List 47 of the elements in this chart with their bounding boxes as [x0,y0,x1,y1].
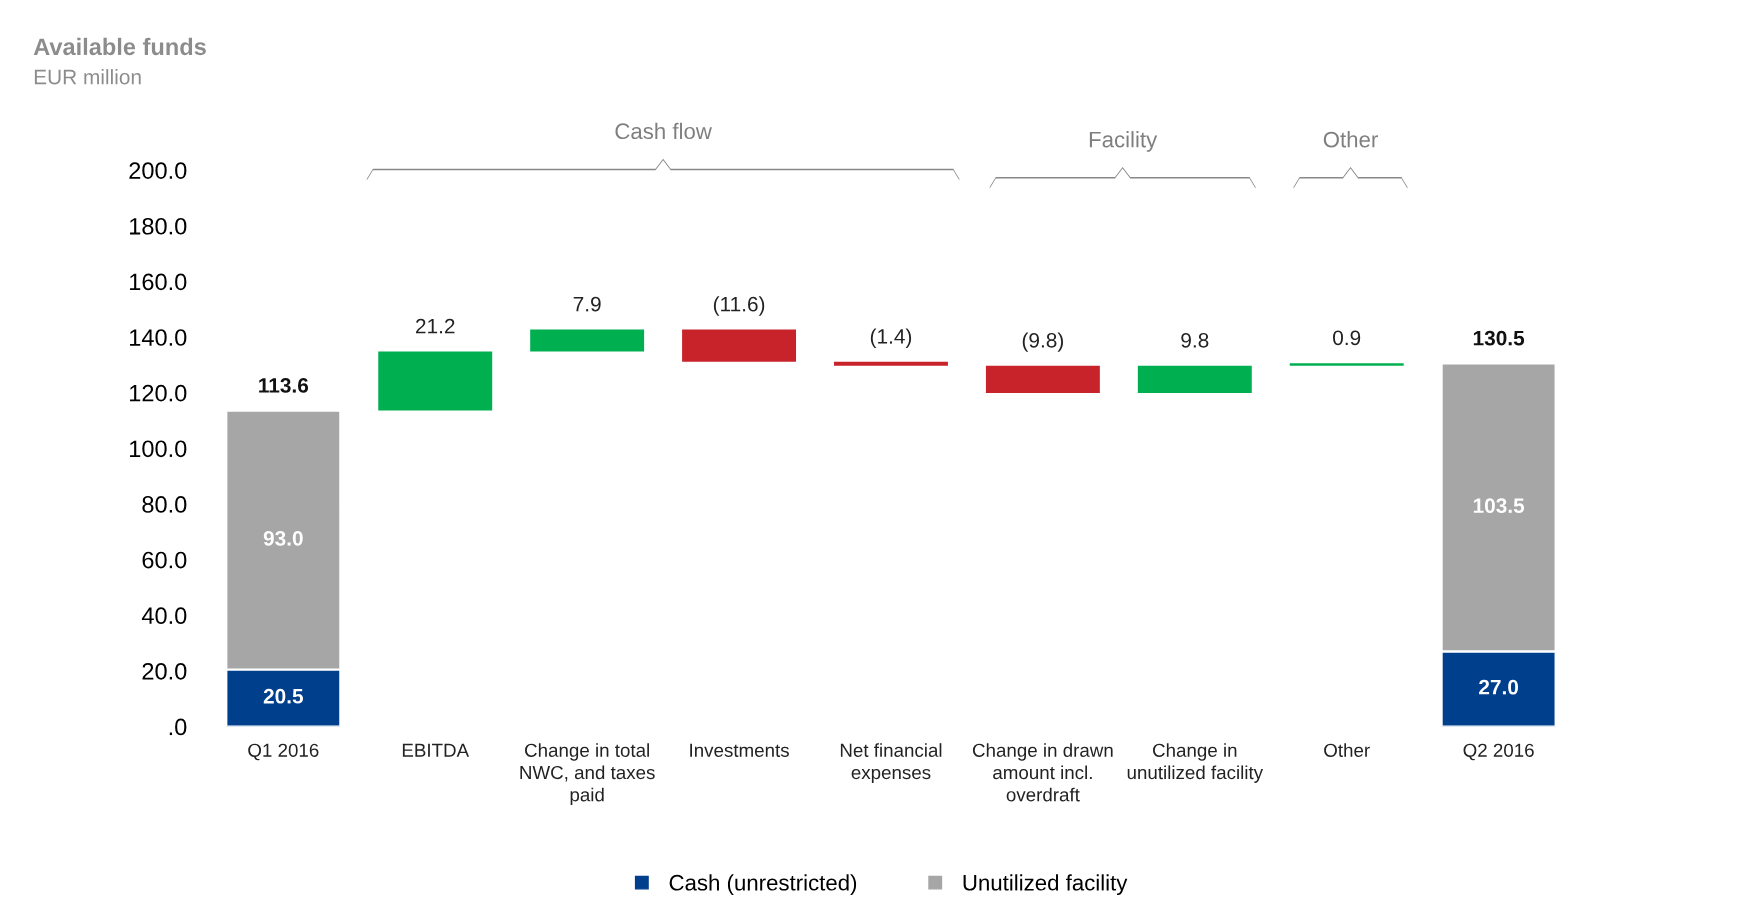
data-label: 7.9 [573,296,601,312]
data-label: 93.0 [263,530,303,546]
data-label: 9.8 [1181,332,1209,348]
data-label: (9.8) [1022,332,1064,352]
legend-label: Unutilized facility [963,874,1128,895]
x-tick-label: Q2 2016 [1463,743,1534,761]
bar [834,361,948,366]
bar [378,351,493,411]
y-tick-label: 140.0 [130,329,187,346]
x-tick-label: Change in unutilized facility [1127,743,1264,783]
total-label: 113.6 [259,378,309,393]
y-tick-label: 180.0 [130,217,187,235]
text: Cash flow [615,122,712,140]
chart-subtitle: EUR million [34,69,141,85]
data-label: (1.4) [870,328,912,348]
y-tick-label: 20.0 [142,662,187,680]
y-tick-label: 200.0 [129,162,187,179]
data-label: 27.0 [1479,679,1519,695]
y-tick-label: .0 [169,718,187,736]
y-tick-label: 120.0 [130,384,187,402]
x-tick-label: Investments [690,743,789,757]
bar [1137,365,1252,393]
chart-title: Available funds [33,37,206,56]
y-tick-label: 160.0 [130,273,187,291]
bar [985,365,1100,393]
data-label: 21.2 [416,318,455,334]
x-tick-label: Change in drawn amount incl. overdraft [972,743,1113,802]
x-tick-label: EBITDA [402,743,470,757]
bar [1289,363,1404,366]
y-tick-label: 60.0 [142,551,187,569]
total-label: 130.5 [1473,330,1525,346]
x-tick-label: Net financial expenses [840,743,942,783]
text: Facility [1089,131,1158,152]
data-label: 103.5 [1473,498,1525,514]
x-tick-label: Q1 2016 [248,743,319,761]
y-tick-label: 80.0 [142,496,187,513]
bar [682,329,797,362]
text: Other [1323,131,1378,148]
data-label: 20.5 [263,688,304,704]
y-tick-label: 40.0 [141,607,187,625]
x-tick-label: Change in total NWC, and taxes paid [520,743,655,806]
data-label: 0.9 [1333,330,1361,346]
legend-label: Cash (unrestricted) [669,874,857,895]
bar [530,329,645,352]
data-label: (11.6) [713,296,765,316]
y-tick-label: 100.0 [130,440,187,458]
x-tick-label: Other [1324,743,1370,757]
